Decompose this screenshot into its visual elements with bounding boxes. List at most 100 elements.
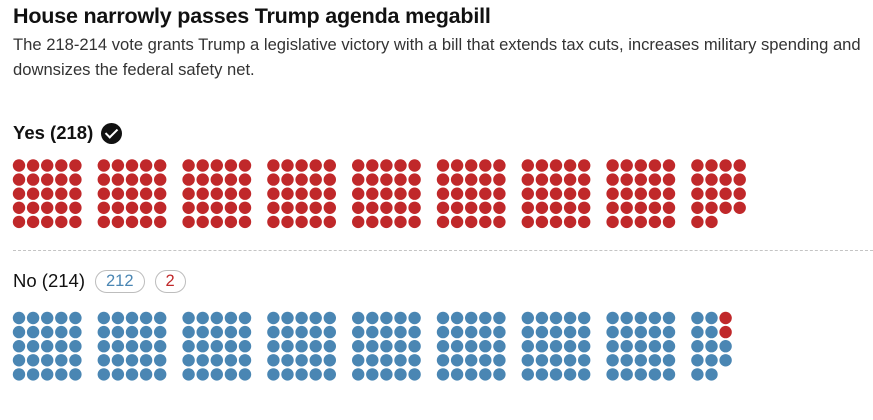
no-vote-dot xyxy=(111,354,125,367)
yes-vote-dot xyxy=(634,187,647,200)
no-vote-dot xyxy=(606,340,619,353)
yes-vote-dot xyxy=(733,173,746,186)
yes-vote-dot xyxy=(111,159,125,172)
no-vote-dot xyxy=(549,354,563,367)
yes-vote-dot xyxy=(69,215,82,229)
no-vote-dot xyxy=(125,325,139,339)
no-vote-dot xyxy=(479,340,492,353)
yes-vote-dot xyxy=(465,201,478,214)
no-vote-dot xyxy=(323,354,336,367)
yes-vote-dot xyxy=(563,201,577,214)
yes-vote-dot xyxy=(196,187,209,200)
yes-vote-dot xyxy=(154,187,167,200)
yes-vote-dot xyxy=(563,173,577,186)
no-vote-dot xyxy=(69,340,82,353)
no-vote-dot xyxy=(309,368,322,381)
no-vote-dot xyxy=(154,354,167,367)
no-vote-dot xyxy=(493,311,506,325)
yes-vote-dot xyxy=(41,215,54,229)
no-vote-dot xyxy=(691,354,704,367)
yes-vote-dot xyxy=(267,159,280,172)
yes-vote-dot xyxy=(281,159,294,172)
no-vote-dot xyxy=(281,340,294,353)
yes-vote-dot xyxy=(606,173,619,186)
no-vote-dot xyxy=(352,311,365,325)
no-vote-dot xyxy=(41,325,54,339)
yes-vote-dot xyxy=(408,187,421,200)
no-vote-dot xyxy=(125,340,139,353)
no-vote-dot xyxy=(394,368,407,381)
yes-vote-dot xyxy=(97,187,111,200)
yes-vote-dot xyxy=(535,187,549,200)
yes-vote-dot xyxy=(182,187,195,200)
no-vote-dot xyxy=(535,325,549,339)
yes-vote-dot xyxy=(281,187,294,200)
no-vote-dot xyxy=(210,354,223,367)
yes-vote-dot xyxy=(436,173,450,186)
no-vote-dot xyxy=(634,325,647,339)
yes-vote-dot xyxy=(648,187,662,200)
no-vote-dot xyxy=(125,354,139,367)
no-vote-dot xyxy=(295,354,308,367)
yes-vote-dot xyxy=(238,159,252,172)
no-vote-dot xyxy=(182,311,195,325)
yes-vote-dot xyxy=(578,173,591,186)
yes-vote-dot xyxy=(125,201,139,214)
yes-vote-dot xyxy=(493,187,506,200)
yes-vote-dot xyxy=(97,159,111,172)
no-vote-dot xyxy=(535,368,549,381)
yes-vote-dot xyxy=(111,173,125,186)
yes-vote-dot xyxy=(719,159,732,172)
no-vote-dot xyxy=(563,311,577,325)
no-vote-dot xyxy=(139,340,153,353)
yes-vote-dot xyxy=(493,173,506,186)
no-vote-dot xyxy=(97,311,111,325)
yes-vote-dot xyxy=(450,215,464,229)
no-vote-dot xyxy=(719,354,732,367)
no-vote-dot xyxy=(26,354,40,367)
no-vote-dot xyxy=(69,368,82,381)
no-vote-dot xyxy=(578,340,591,353)
no-vote-dot xyxy=(450,354,464,367)
no-vote-dot xyxy=(436,354,450,367)
no-vote-dot xyxy=(139,368,153,381)
no-vote-dot xyxy=(12,340,26,353)
no-vote-dot xyxy=(238,325,252,339)
no-vote-dot xyxy=(394,325,407,339)
yes-vote-dot xyxy=(705,187,718,200)
no-vote-dot xyxy=(55,354,68,367)
no-vote-dot xyxy=(196,340,209,353)
yes-vote-dot xyxy=(521,173,534,186)
no-vote-dot xyxy=(295,368,308,381)
yes-vote-dot xyxy=(662,215,676,229)
yes-vote-dot xyxy=(12,187,26,200)
no-vote-dot xyxy=(26,340,40,353)
yes-vote-dot xyxy=(295,173,308,186)
yes-vote-dot xyxy=(394,215,407,229)
no-vote-dot xyxy=(662,354,676,367)
yes-vote-dot xyxy=(606,201,619,214)
no-vote-dot xyxy=(125,311,139,325)
yes-vote-dot xyxy=(323,187,336,200)
yes-vote-dot xyxy=(493,201,506,214)
no-vote-dot xyxy=(380,340,393,353)
no-vote-dot xyxy=(521,340,534,353)
yes-vote-dot xyxy=(366,215,379,229)
yes-vote-dot xyxy=(323,173,336,186)
no-vote-dot xyxy=(648,340,662,353)
yes-vote-dot xyxy=(97,215,111,229)
no-vote-dot xyxy=(139,325,153,339)
yes-vote-dot xyxy=(648,201,662,214)
yes-vote-dot xyxy=(125,159,139,172)
no-vote-dot xyxy=(380,354,393,367)
yes-vote-dot xyxy=(521,159,534,172)
no-vote-dot xyxy=(295,311,308,325)
yes-vote-dot xyxy=(408,201,421,214)
yes-vote-dot xyxy=(620,159,633,172)
no-vote-dot xyxy=(41,311,54,325)
no-vote-dot xyxy=(12,311,26,325)
no-vote-dot xyxy=(323,325,336,339)
yes-vote-dot xyxy=(26,215,40,229)
yes-vote-dot xyxy=(535,173,549,186)
yes-vote-dot xyxy=(719,187,732,200)
